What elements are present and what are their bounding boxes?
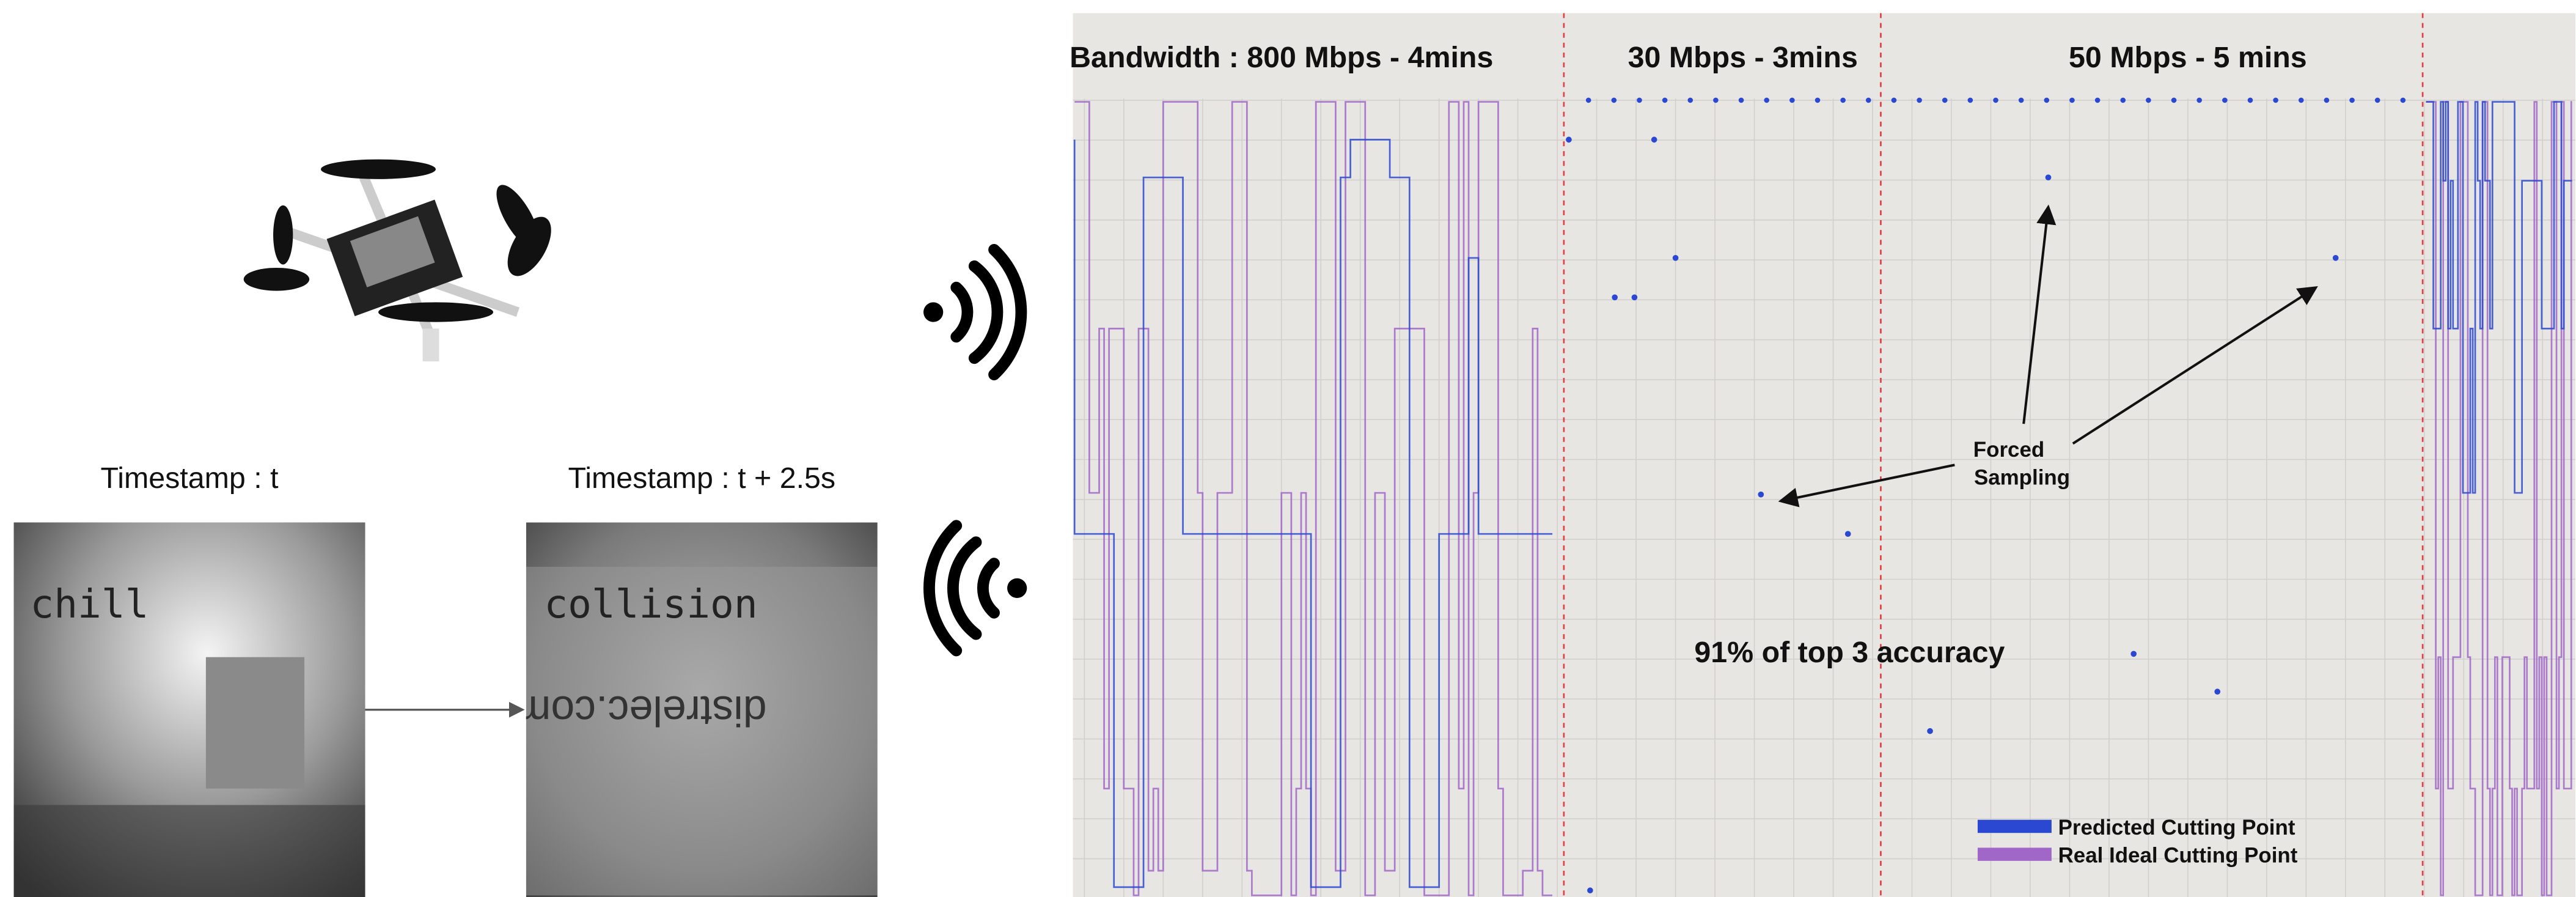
frame-label: Timestamp : t + 2.5s [568, 462, 835, 495]
sample-dot [1586, 98, 1591, 103]
sample-dot [2222, 98, 2228, 103]
sample-dot [1651, 137, 1657, 143]
sample-dot [1917, 98, 1922, 103]
sample-dot [1566, 137, 1572, 143]
sample-dot [2019, 98, 2024, 103]
legend-label: Predicted Cutting Point [2058, 816, 2295, 840]
sample-dot [2401, 98, 2406, 103]
sample-dot [2146, 98, 2151, 103]
sample-dot [1758, 492, 1764, 498]
sample-dot [2375, 98, 2380, 103]
frame-overlay: collision [544, 581, 757, 627]
sample-dot [2044, 98, 2050, 103]
sample-dot [1687, 98, 1693, 103]
legend-label: Real Ideal Cutting Point [2058, 844, 2298, 868]
camera-frame: distrelec.com [515, 522, 878, 897]
sample-dot [1845, 531, 1851, 537]
segment-title: 50 Mbps - 5 mins [2069, 41, 2307, 74]
sample-dot [1637, 98, 1642, 103]
sample-dot [2299, 98, 2304, 103]
legend-swatch [1978, 820, 2052, 833]
sample-dot [2046, 174, 2052, 180]
sample-dot [1815, 98, 1821, 103]
sample-dot [2069, 98, 2075, 103]
accuracy-note: 91% of top 3 accuracy [1694, 636, 2005, 669]
figure: Timestamp : t Timestamp : t + 2.5s chill… [0, 0, 2576, 897]
sample-dot [1612, 294, 1618, 300]
sample-dot [2214, 688, 2220, 695]
sample-dot [1673, 255, 1679, 261]
page: Timestamp : t Timestamp : t + 2.5s chill… [0, 0, 2576, 897]
sample-dot [1764, 98, 1769, 103]
annotation: Sampling [1974, 466, 2070, 490]
sample-dot [2273, 98, 2278, 103]
frame-label: Timestamp : t [100, 462, 279, 495]
sample-dot [2171, 98, 2177, 103]
sample-dot [2349, 98, 2355, 103]
sample-dot [2130, 651, 2137, 657]
wifi-icon [929, 526, 1027, 651]
sample-dot [1713, 98, 1719, 103]
drone [244, 160, 560, 361]
sample-dot [1632, 294, 1638, 300]
sample-dot [1587, 887, 1593, 893]
sample-dot [1942, 98, 1948, 103]
segment-title: Bandwidth : 800 Mbps - 4mins [1070, 41, 1493, 74]
legend-swatch [1978, 847, 2052, 860]
sample-dot [1739, 98, 1744, 103]
sample-dot [1612, 98, 1617, 103]
sample-dot [1789, 98, 1795, 103]
sample-dot [1927, 728, 1933, 734]
sample-dot [1993, 98, 1998, 103]
sample-dot [2333, 255, 2339, 261]
sample-dot [1662, 98, 1668, 103]
sample-dot [1892, 98, 1897, 103]
sample-dot [2324, 98, 2330, 103]
plot [1073, 13, 2575, 897]
sample-dot [1866, 98, 1871, 103]
camera-frame [14, 522, 365, 897]
frame-overlay: chill [30, 581, 149, 627]
sample-dot [1840, 98, 1846, 103]
wifi-icon [923, 249, 1021, 374]
sample-dot [2248, 98, 2253, 103]
sample-dot [2196, 98, 2202, 103]
annotation: Forced [1973, 438, 2044, 462]
sample-dot [2095, 98, 2101, 103]
box-text: distrelec.com [515, 687, 766, 735]
sample-dot [1968, 98, 1973, 103]
sample-dot [2120, 98, 2126, 103]
segment-title: 30 Mbps - 3mins [1628, 41, 1858, 74]
